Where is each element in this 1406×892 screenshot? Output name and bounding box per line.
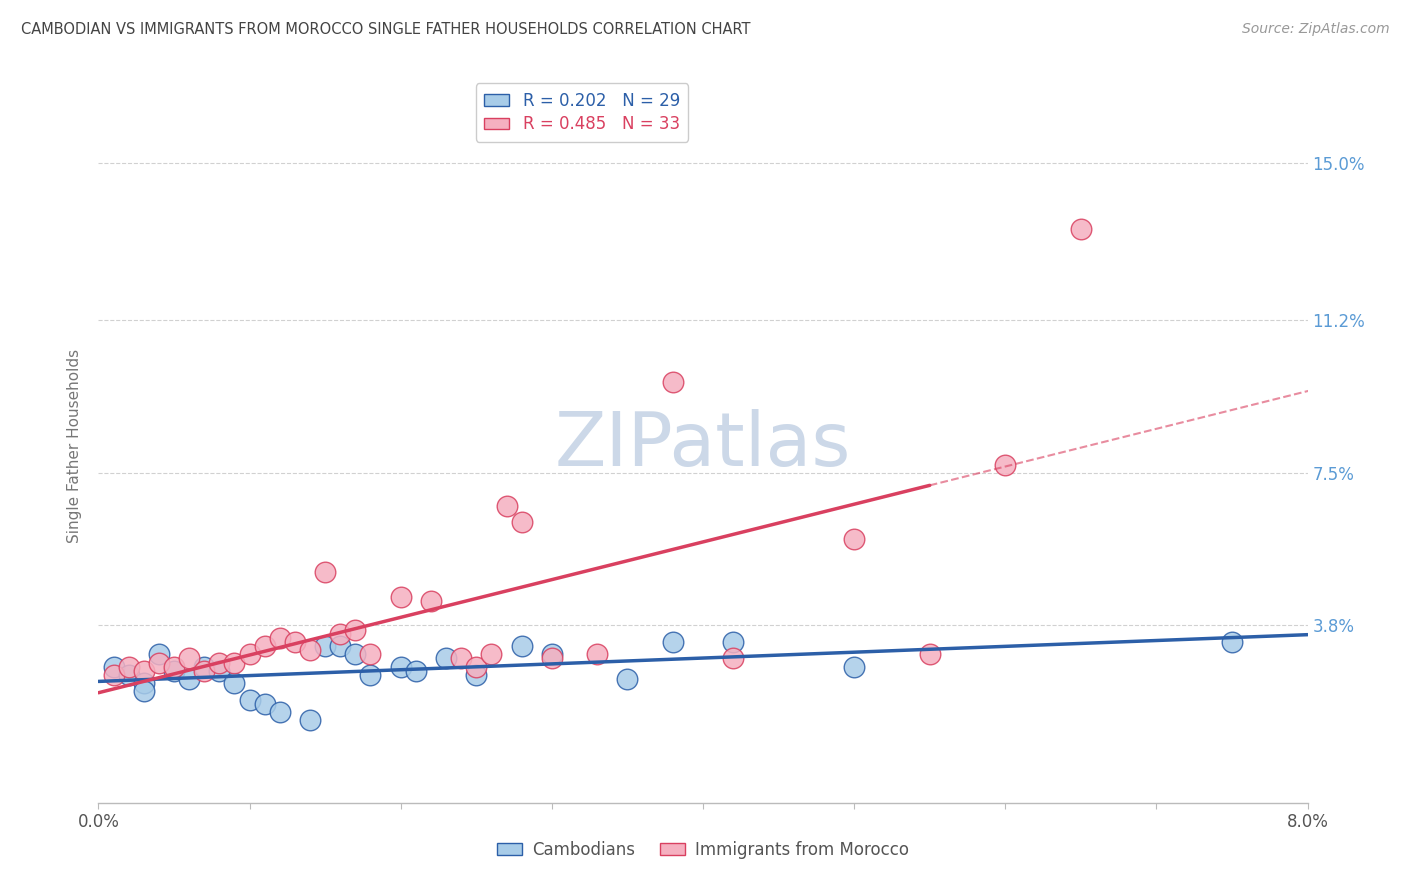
Point — [481, 648, 503, 662]
Point — [586, 648, 609, 662]
Point — [193, 659, 215, 673]
Y-axis label: Single Father Households: Single Father Households — [67, 349, 83, 543]
Point — [405, 664, 427, 678]
Text: ZIPatlas: ZIPatlas — [555, 409, 851, 483]
Point — [299, 643, 322, 657]
Point — [179, 672, 201, 686]
Point — [224, 676, 246, 690]
Text: Source: ZipAtlas.com: Source: ZipAtlas.com — [1241, 22, 1389, 37]
Point — [299, 714, 322, 728]
Point — [661, 635, 683, 649]
Point — [269, 631, 291, 645]
Point — [239, 648, 262, 662]
Point — [314, 639, 336, 653]
Point — [179, 651, 201, 665]
Point — [269, 705, 291, 719]
Point — [314, 565, 336, 579]
Point — [148, 656, 170, 670]
Point — [239, 692, 262, 706]
Point — [360, 668, 382, 682]
Point — [389, 590, 412, 604]
Point — [103, 668, 125, 682]
Point — [118, 659, 141, 673]
Point — [389, 659, 412, 673]
Point — [495, 499, 517, 513]
Point — [148, 648, 170, 662]
Point — [510, 516, 533, 530]
Point — [918, 648, 941, 662]
Point — [253, 639, 276, 653]
Point — [193, 664, 215, 678]
Point — [434, 651, 457, 665]
Point — [253, 697, 276, 711]
Point — [208, 656, 231, 670]
Point — [1070, 222, 1092, 236]
Point — [118, 668, 141, 682]
Point — [103, 659, 125, 673]
Point — [540, 651, 562, 665]
Point — [844, 532, 866, 546]
Point — [163, 659, 186, 673]
Point — [723, 651, 745, 665]
Point — [465, 659, 488, 673]
Point — [844, 659, 866, 673]
Point — [224, 656, 246, 670]
Text: CAMBODIAN VS IMMIGRANTS FROM MOROCCO SINGLE FATHER HOUSEHOLDS CORRELATION CHART: CAMBODIAN VS IMMIGRANTS FROM MOROCCO SIN… — [21, 22, 751, 37]
Point — [616, 672, 638, 686]
Point — [360, 648, 382, 662]
Point — [1220, 635, 1243, 649]
Point — [344, 623, 367, 637]
Point — [208, 664, 231, 678]
Point — [723, 635, 745, 649]
Point — [450, 651, 472, 665]
Point — [510, 639, 533, 653]
Point — [329, 626, 352, 640]
Point — [329, 639, 352, 653]
Point — [163, 664, 186, 678]
Point — [661, 375, 683, 389]
Point — [344, 648, 367, 662]
Legend: Cambodians, Immigrants from Morocco: Cambodians, Immigrants from Morocco — [491, 835, 915, 866]
Point — [994, 458, 1017, 472]
Point — [540, 648, 562, 662]
Point — [132, 684, 155, 698]
Point — [132, 664, 155, 678]
Point — [132, 676, 155, 690]
Point — [465, 668, 488, 682]
Point — [420, 593, 443, 607]
Point — [284, 635, 307, 649]
